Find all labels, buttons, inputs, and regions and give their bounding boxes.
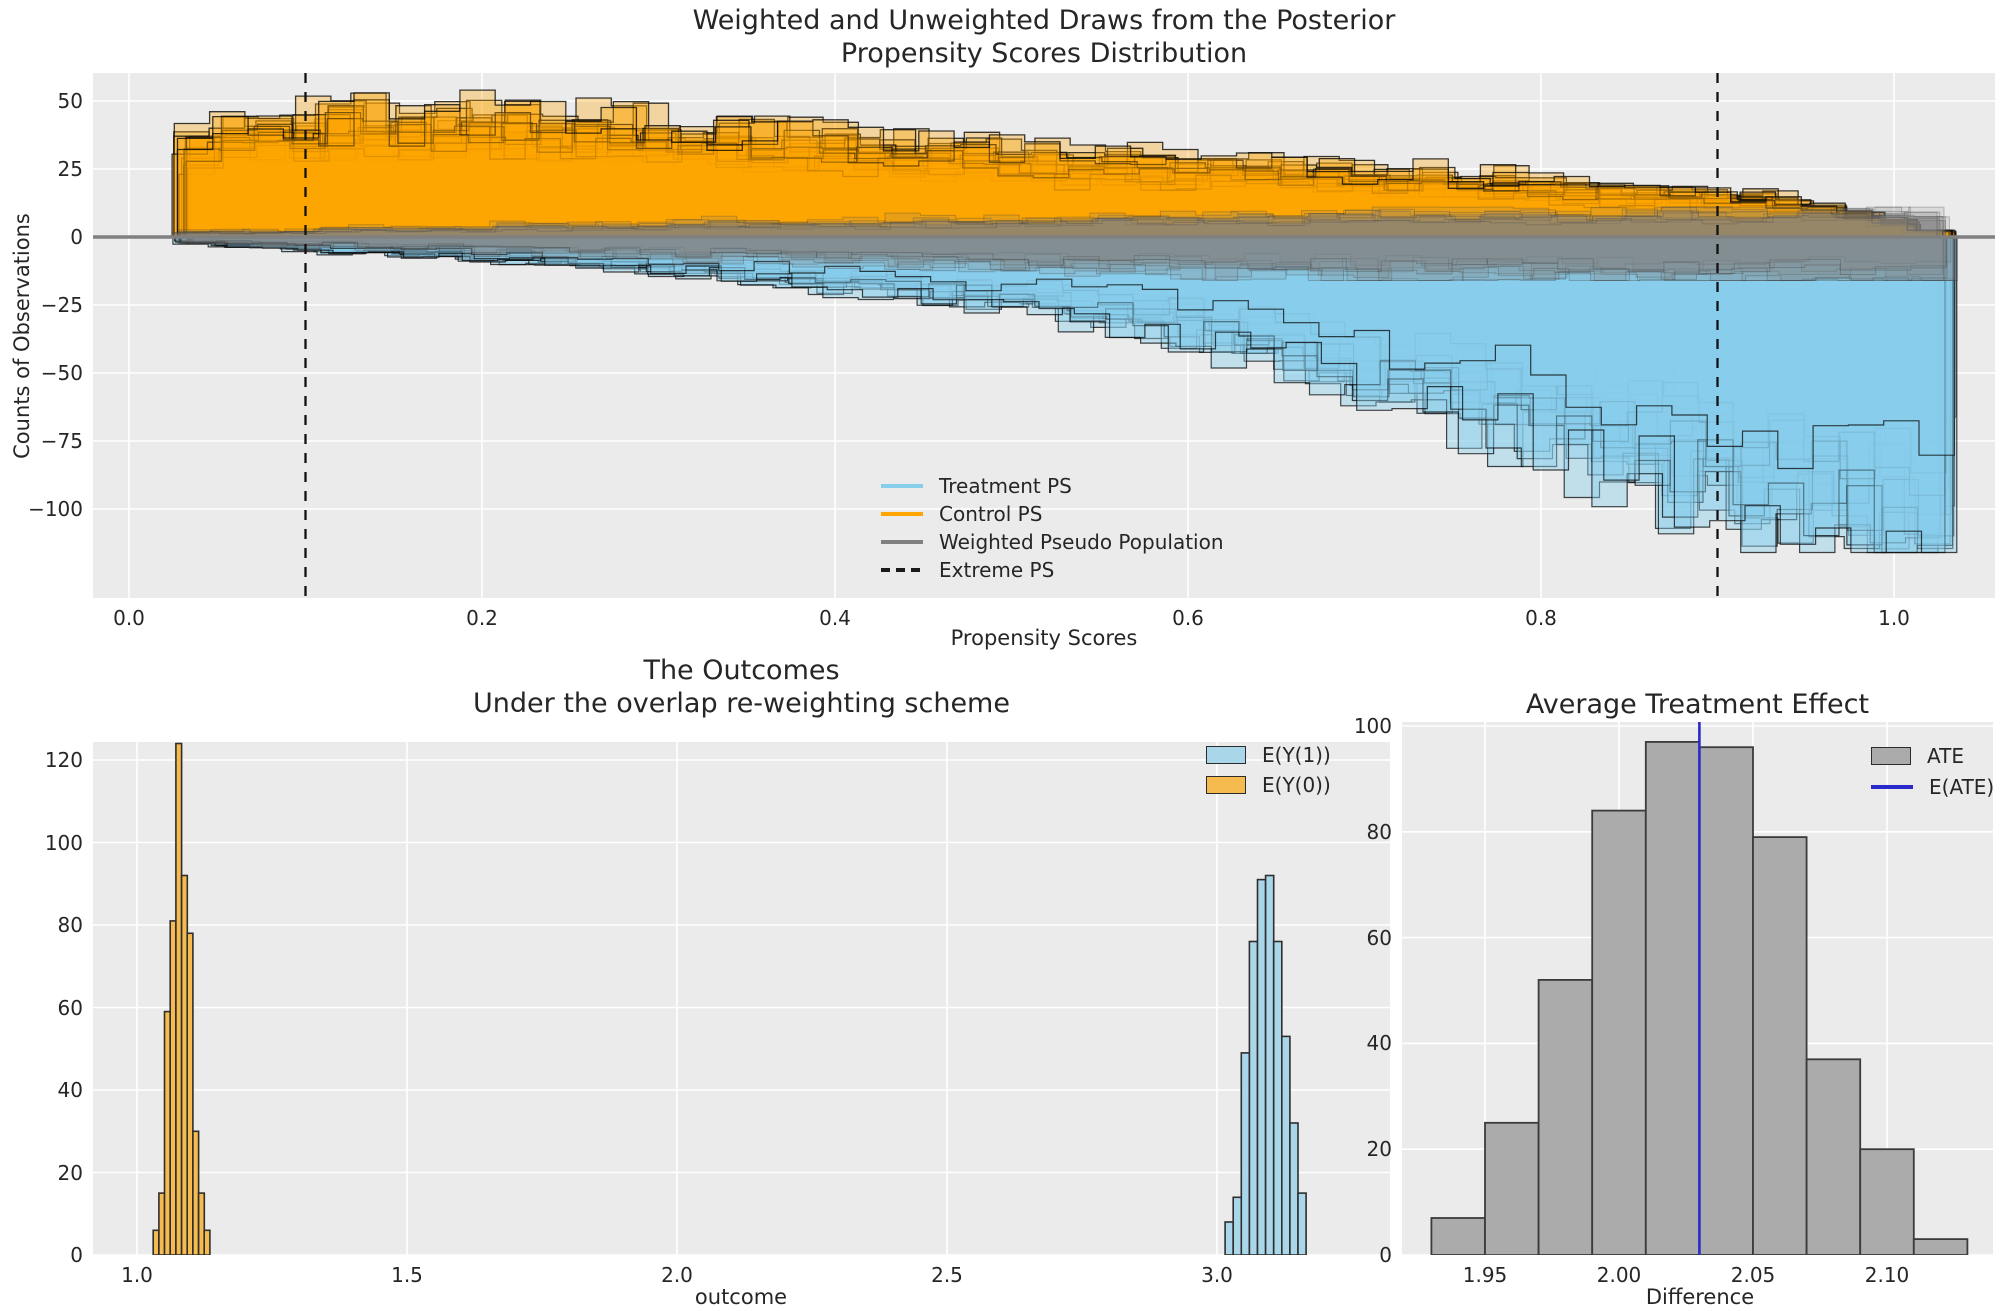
- bl-y-tick-label: 100: [44, 830, 83, 855]
- legend-entry-extreme-ps: Extreme PS: [881, 556, 1224, 584]
- bottom-right-x-axis-label: Difference: [1645, 1285, 1755, 1309]
- bottom-right-plot-title: Average Treatment Effect: [1402, 688, 1993, 721]
- br-x-tick-label: 2.00: [1596, 1263, 1642, 1287]
- bl-y-tick-label: 80: [57, 913, 83, 937]
- bottom-left-axes-outcomes: [93, 742, 1390, 1255]
- top-x-tick-label: 0.0: [113, 606, 145, 630]
- bottom-right-legend: ATE E(ATE): [1871, 740, 1994, 802]
- bottom-right-axes-ate: [1402, 722, 1993, 1255]
- top-x-tick-label: 0.8: [1525, 606, 1557, 630]
- control-ps-line-swatch: [881, 512, 923, 516]
- bl-x-tick-label: 3.0: [1201, 1263, 1233, 1287]
- bottom-left-title-line2: Under the overlap re-weighting scheme: [473, 688, 1010, 719]
- bl-y-tick-label: 120: [44, 748, 83, 772]
- top-y-tick-label: 50: [57, 89, 83, 113]
- weighted-pseudo-population-line-swatch: [881, 540, 923, 544]
- br-y-tick-label: 100: [1353, 714, 1392, 738]
- ey0-patch-swatch: [1206, 776, 1246, 794]
- bl-y-tick-label: 0: [70, 1243, 83, 1267]
- bl-y-tick-label: 60: [57, 995, 83, 1020]
- legend-label: Control PS: [939, 502, 1043, 526]
- top-x-axis-label: Propensity Scores: [950, 626, 1138, 650]
- bl-x-tick-label: 1.0: [121, 1263, 153, 1287]
- top-legend: Treatment PS Control PS Weighted Pseudo …: [881, 472, 1224, 584]
- br-y-tick-label: 40: [1366, 1031, 1392, 1056]
- top-axes-propensity-distribution: [93, 73, 1995, 598]
- br-chart-svg: [1402, 722, 1993, 1255]
- legend-entry-ey1: E(Y(1)): [1206, 740, 1331, 770]
- bl-x-tick-label: 2.5: [931, 1263, 963, 1287]
- legend-entry-ate: ATE: [1871, 740, 1994, 771]
- br-y-tick-label: 80: [1366, 819, 1392, 844]
- top-y-tick-label: −75: [40, 429, 83, 453]
- bl-y-tick-label: 20: [57, 1160, 83, 1185]
- top-plot-title-line2: Propensity Scores Distribution: [840, 38, 1248, 69]
- br-y-tick-label: 0: [1379, 1243, 1392, 1267]
- legend-entry-treatment-ps: Treatment PS: [881, 472, 1224, 500]
- bottom-right-title-line1: Average Treatment Effect: [1525, 689, 1870, 720]
- bl-chart-svg: [93, 742, 1390, 1255]
- br-y-tick-label: 60: [1366, 925, 1392, 950]
- br-x-tick-label: 1.95: [1462, 1263, 1508, 1287]
- top-y-tick-label: −100: [28, 497, 83, 521]
- top-x-tick-label: 1.0: [1878, 606, 1910, 630]
- br-y-tick-label: 20: [1366, 1137, 1392, 1162]
- legend-label: E(ATE): [1929, 774, 1995, 799]
- legend-label: E(Y(0)): [1262, 773, 1331, 797]
- top-x-tick-label: 0.4: [819, 606, 851, 630]
- legend-entry-ey0: E(Y(0)): [1206, 770, 1331, 800]
- legend-entry-eate: E(ATE): [1871, 771, 1994, 802]
- top-plot-title: Weighted and Unweighted Draws from the P…: [93, 4, 1995, 70]
- bottom-left-legend: E(Y(1)) E(Y(0)): [1206, 740, 1331, 800]
- legend-label: ATE: [1927, 743, 1964, 768]
- top-x-tick-label: 0.2: [466, 606, 498, 630]
- legend-label: Weighted Pseudo Population: [939, 530, 1224, 554]
- extreme-ps-dashed-line-swatch: [881, 568, 923, 572]
- ey1-patch-swatch: [1206, 746, 1246, 764]
- ate-patch-swatch: [1871, 746, 1911, 765]
- legend-entry-control-ps: Control PS: [881, 500, 1224, 528]
- bottom-left-plot-title: The Outcomes Under the overlap re-weight…: [93, 654, 1390, 720]
- treatment-ps-line-swatch: [881, 484, 923, 488]
- br-x-tick-label: 2.10: [1864, 1263, 1910, 1287]
- top-y-tick-label: 0: [70, 225, 83, 249]
- top-y-tick-label: −25: [40, 293, 83, 317]
- bl-y-tick-label: 40: [57, 1078, 83, 1102]
- legend-entry-weighted-pseudo-population: Weighted Pseudo Population: [881, 528, 1224, 556]
- legend-label: Treatment PS: [939, 474, 1072, 498]
- bl-x-tick-label: 1.5: [391, 1263, 423, 1287]
- bottom-left-title-line1: The Outcomes: [643, 655, 840, 686]
- legend-label: Extreme PS: [939, 558, 1055, 582]
- top-y-tick-label: 25: [57, 157, 83, 181]
- top-plot-title-line1: Weighted and Unweighted Draws from the P…: [692, 5, 1396, 36]
- top-chart-svg: [93, 73, 1995, 598]
- bl-x-tick-label: 2.0: [661, 1263, 693, 1287]
- legend-label: E(Y(1)): [1262, 743, 1331, 767]
- eate-line-swatch: [1871, 784, 1913, 789]
- bottom-left-x-axis-label: outcome: [694, 1285, 788, 1309]
- top-y-tick-label: −50: [40, 361, 83, 385]
- top-x-tick-label: 0.6: [1172, 606, 1204, 630]
- br-x-tick-label: 2.05: [1730, 1263, 1776, 1287]
